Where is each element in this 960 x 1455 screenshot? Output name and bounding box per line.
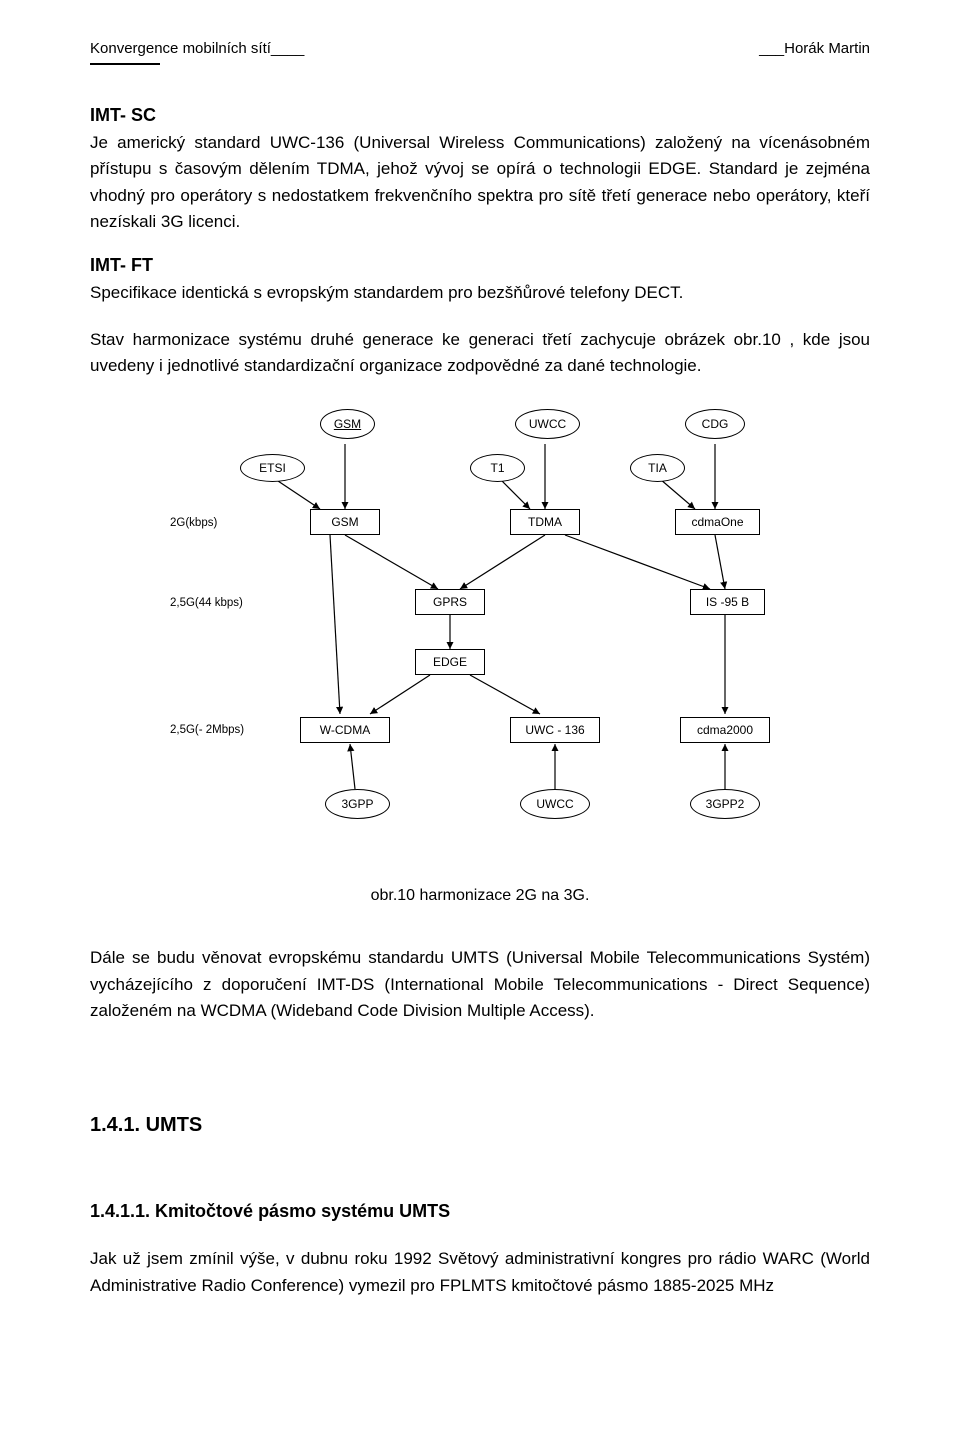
row-label-25g-b: 2,5G(- 2Mbps) xyxy=(170,724,244,736)
header-divider xyxy=(90,63,160,65)
row-label-25g-a: 2,5G(44 kbps) xyxy=(170,597,243,609)
para-last: Jak už jsem zmínil výše, v dubnu roku 19… xyxy=(90,1246,870,1299)
row-label-2g: 2G(kbps) xyxy=(170,517,217,529)
heading-1-4-1: 1.4.1. UMTS xyxy=(90,1114,870,1137)
node-is95b-rect: IS -95 B xyxy=(690,589,765,615)
heading-imt-ft: IMT- FT xyxy=(90,255,870,276)
heading-imt-sc: IMT- SC xyxy=(90,105,870,126)
node-uwc136-rect: UWC - 136 xyxy=(510,717,600,743)
para-after-diagram: Dále se budu věnovat evropskému standard… xyxy=(90,945,870,1024)
node-gsm-rect: GSM xyxy=(310,509,380,535)
header-left: Konvergence mobilních sítí____ xyxy=(90,40,304,57)
para-intro-diagram: Stav harmonizace systému druhé generace … xyxy=(90,327,870,380)
node-edge-rect: EDGE xyxy=(415,649,485,675)
header-right: ___Horák Martin xyxy=(759,40,870,57)
heading-1-4-1-1: 1.4.1.1. Kmitočtové pásmo systému UMTS xyxy=(90,1201,870,1222)
figure-caption: obr.10 harmonizace 2G na 3G. xyxy=(90,887,870,905)
para-imt-ft: Specifikace identická s evropským standa… xyxy=(90,280,870,306)
node-wcdma-rect: W-CDMA xyxy=(300,717,390,743)
node-tdma-rect: TDMA xyxy=(510,509,580,535)
node-cdma2000-rect: cdma2000 xyxy=(680,717,770,743)
harmonization-diagram: 2G(kbps) 2,5G(44 kbps) 2,5G(- 2Mbps) GSM… xyxy=(170,409,790,869)
node-gprs-rect: GPRS xyxy=(415,589,485,615)
node-cdmaone-rect: cdmaOne xyxy=(675,509,760,535)
para-imt-sc: Je americký standard UWC-136 (Universal … xyxy=(90,130,870,235)
